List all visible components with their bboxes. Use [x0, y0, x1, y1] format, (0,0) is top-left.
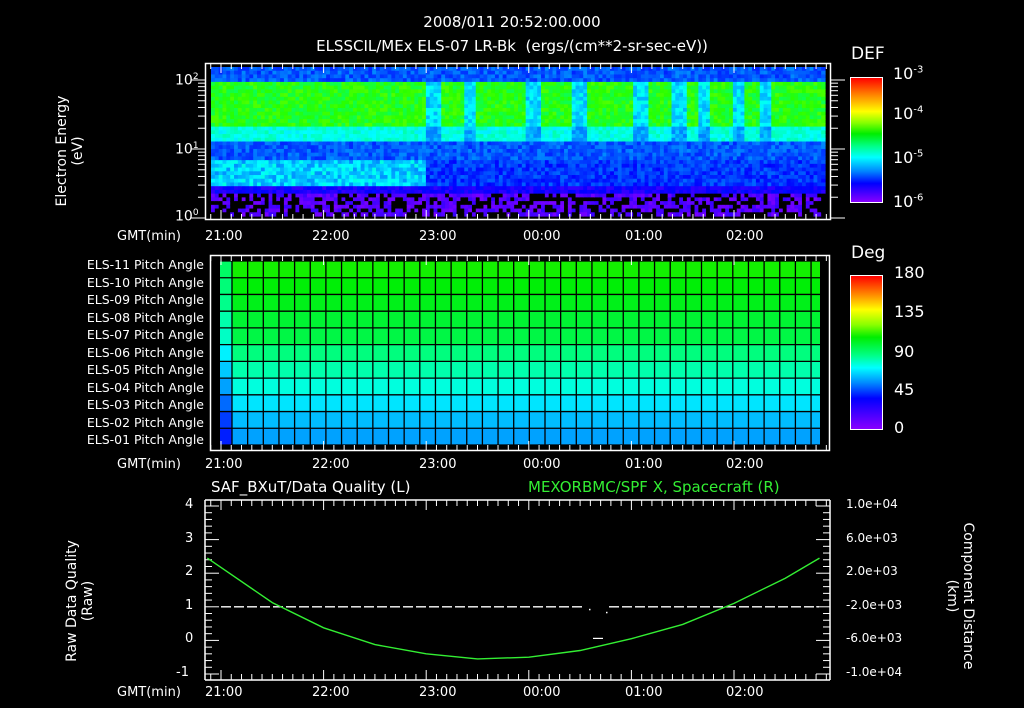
component-distance-tick-label: 6.0e+03 [846, 530, 898, 545]
deg-tick-45: 45 [894, 380, 915, 399]
time-tick-label: 21:00 [205, 457, 243, 472]
panel3-left-title: SAF_BXuT/Data Quality (L) [211, 478, 411, 496]
def-colorbar-tick-1e-3: 10-3 [893, 64, 924, 83]
energy-spectrogram [191, 62, 845, 221]
pitch-angle-row-label: ELS-03 Pitch Angle [86, 397, 204, 412]
def-colorbar-title: DEF [851, 44, 885, 64]
time-tick-label: 00:00 [523, 229, 561, 244]
time-tick-label: 01:00 [625, 457, 663, 472]
plot-timestamp: 2008/011 20:52:00.000 [423, 13, 601, 31]
component-distance-tick-label: -2.0e+03 [846, 597, 903, 612]
def-colorbar-tick-1e-5: 10-5 [893, 148, 924, 167]
def-colorbar [850, 77, 883, 203]
def-colorbar-tick-1e-6: 10-6 [893, 192, 924, 211]
pitch-angle-row-label: ELS-06 Pitch Angle [86, 344, 204, 360]
pitch-angle-grid [209, 254, 831, 452]
time-tick-label: 22:00 [312, 685, 350, 700]
component-distance-axis-label-line1: Component Distance [960, 522, 976, 670]
plot-title: ELSSCIL/MEx ELS-07 LR-Bk (ergs/(cm**2-sr… [316, 37, 708, 55]
time-tick-label: 23:00 [419, 229, 457, 244]
time-tick-label: 00:00 [523, 457, 561, 472]
pitch-angle-row-label: ELS-04 Pitch Angle [86, 379, 204, 395]
data-quality-tick-label: 1 [185, 597, 194, 613]
time-tick-label: 23:00 [419, 685, 457, 700]
energy-axis-label-line1: Electron Energy [54, 95, 70, 207]
time-tick-label: 02:00 [726, 685, 764, 700]
energy-ytick-100: 102 [175, 72, 199, 89]
deg-tick-180: 180 [894, 263, 925, 282]
time-tick-label: 21:00 [205, 685, 243, 700]
pitch-angle-row-label: ELS-01 Pitch Angle [86, 432, 204, 447]
deg-tick-0: 0 [894, 418, 905, 437]
time-tick-label: 02:00 [726, 229, 764, 244]
pitch-angle-row-label: ELS-07 Pitch Angle [86, 327, 204, 342]
pitch-angle-row-label: ELS-05 Pitch Angle [86, 362, 204, 377]
pitch-angle-row-label: ELS-08 Pitch Angle [86, 309, 204, 325]
component-distance-tick-label: 2.0e+03 [846, 564, 898, 579]
pitch-angle-row-label: ELS-10 Pitch Angle [86, 274, 204, 290]
time-axis-label-3: GMT(min) [117, 685, 181, 700]
data-quality-axis-label: Raw Data Quality (Raw) [64, 501, 96, 701]
deg-colorbar-title: Deg [851, 243, 886, 263]
time-axis-label-2: GMT(min) [117, 457, 181, 472]
component-distance-tick-label: 1.0e+04 [846, 497, 898, 511]
component-distance-tick-label: -1.0e+04 [846, 665, 903, 679]
energy-axis-label-line2: (eV) [70, 136, 86, 166]
data-quality-tick-label: -1 [176, 665, 189, 680]
time-tick-label: 02:00 [726, 457, 764, 472]
pitch-angle-row-label: ELS-09 Pitch Angle [86, 292, 204, 307]
time-tick-label: 01:00 [625, 229, 663, 244]
energy-ytick-10: 101 [175, 141, 199, 158]
data-quality-axis-label-line1: Raw Data Quality [64, 540, 80, 662]
data-quality-tick-label: 0 [185, 631, 194, 647]
data-quality-tick-label: 3 [185, 530, 194, 546]
panel3-right-title: MEXORBMC/SPF X, Spacecraft (R) [528, 478, 780, 496]
time-tick-label: 01:00 [625, 685, 663, 700]
energy-ytick-1: 100 [175, 208, 199, 225]
time-axis-label-1: GMT(min) [117, 229, 181, 244]
pitch-angle-row-label: ELS-11 Pitch Angle [86, 257, 204, 272]
energy-axis-label: Electron Energy (eV) [54, 71, 86, 231]
def-colorbar-tick-1e-4: 10-4 [893, 104, 924, 123]
component-distance-axis-label-line2: (km) [944, 579, 960, 613]
data-quality-tick-label: 4 [185, 497, 194, 512]
time-tick-label: 00:00 [523, 685, 561, 700]
time-tick-label: 21:00 [205, 229, 243, 244]
pitch-angle-row-label: ELS-02 Pitch Angle [86, 414, 204, 430]
component-distance-axis-label: Component Distance (km) [944, 496, 976, 696]
time-tick-label: 22:00 [312, 229, 350, 244]
line-plot [204, 499, 831, 681]
time-tick-label: 23:00 [419, 457, 457, 472]
time-tick-label: 22:00 [312, 457, 350, 472]
deg-tick-135: 135 [894, 302, 925, 321]
data-quality-axis-label-line2: (Raw) [80, 580, 96, 622]
data-quality-tick-label: 2 [185, 564, 194, 580]
deg-colorbar [850, 275, 883, 430]
component-distance-tick-label: -6.0e+03 [846, 631, 903, 646]
deg-tick-90: 90 [894, 342, 915, 361]
